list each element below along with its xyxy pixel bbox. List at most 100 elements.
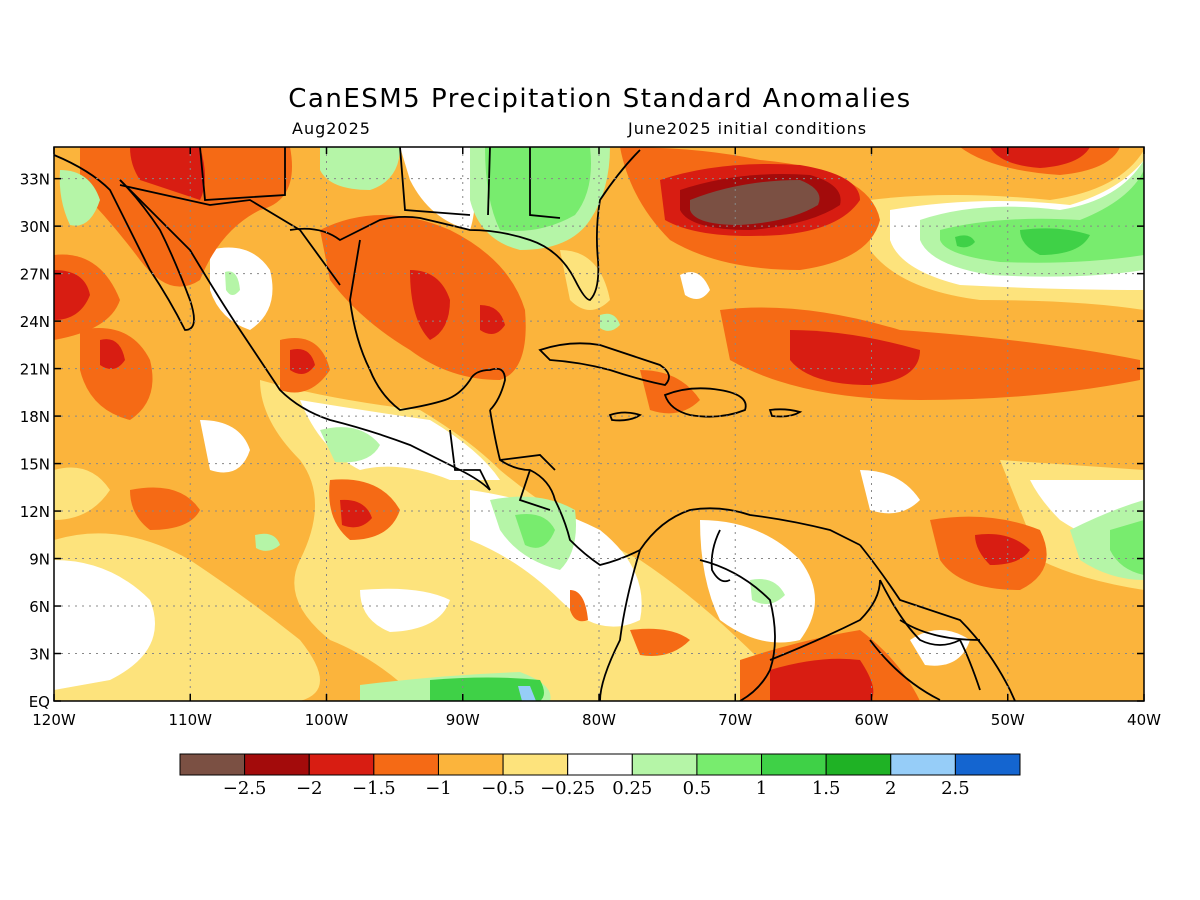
colorbar: −2.5 −2 −1.5 −1 −0.5 −0.25 0.25 0.5 1 1.5 2 2.5 [179,753,1021,799]
anomaly-region [990,147,1090,168]
baja-california-coast [54,154,195,331]
anomaly-region [600,313,620,331]
colorbar-label: 2 [885,778,896,799]
lat-tick-label: 9N [29,551,50,569]
subtitle-initial-conditions: June2025 initial conditions [628,119,868,138]
colorbar-label: −0.25 [540,778,595,799]
colorbar-swatch [179,753,246,776]
colombia-pacific-coast [599,549,641,701]
anomaly-region [790,330,920,385]
us-state-borders [399,147,471,216]
lon-tick-label: 80W [582,711,616,729]
anomaly-region [1110,520,1144,575]
lat-tick-label: EQ [29,693,50,711]
anomaly-region [54,270,90,320]
jamaica-outline [608,411,642,422]
anomaly-region [485,147,591,231]
anomaly-region [320,427,380,463]
anomaly-region [515,514,555,548]
colorbar-label: −0.5 [481,778,525,799]
anomaly-region [54,467,110,520]
lon-tick-label: 100W [305,711,349,729]
anomaly-region [130,147,205,200]
colorbar-label: 1.5 [812,778,841,799]
anomaly-region [225,271,240,295]
lat-tick-label: 18N [20,408,50,426]
cuba-outline [538,342,670,386]
us-state-borders [487,147,561,219]
maracaibo-lake [710,529,731,583]
anomaly-region [430,677,544,701]
south-america-caribbean-coast [639,507,861,551]
colorbar-swatch [244,753,310,776]
anomaly-region [518,686,536,701]
anomaly-region [770,658,874,701]
colorbar-label: −1.5 [352,778,396,799]
grid-lines [54,147,1144,701]
anomaly-region [410,270,450,340]
colorbar-label: 0.25 [612,778,652,799]
central-america-borders [449,429,556,511]
lon-tick-label: 50W [991,711,1025,729]
anomaly-region [680,272,710,299]
coastlines [54,147,1016,701]
anomaly-region [750,579,785,604]
us-gulf-coast [289,149,641,301]
colorbar-label: 0.5 [683,778,712,799]
lat-tick-label: 6N [29,598,50,616]
lat-tick-label: 15N [20,456,50,474]
colorbar-swatch [954,753,1021,776]
anomaly-region [80,147,292,287]
lon-tick-label: 120W [32,711,76,729]
colorbar-swatch [567,753,633,776]
lat-tick-label: 33N [20,171,50,189]
lat-tick-label: 21N [20,361,50,379]
anomaly-region [100,339,125,369]
colorbar-label: −1 [425,778,452,799]
lon-tick-label: 90W [446,711,480,729]
colorbar-swatch [308,753,375,776]
mexico-pacific-coast [119,179,491,491]
anomaly-region [400,147,475,230]
anomaly-region [255,533,280,551]
anomaly-region [130,487,200,530]
colorbar-swatch [890,753,956,776]
anomaly-region [360,588,450,632]
anomaly-region [320,147,400,190]
anomaly-region [975,534,1030,565]
lat-tick-label: 12N [20,503,50,521]
colorbar-label: −2 [296,778,323,799]
anomaly-region [1020,228,1090,255]
puerto-rico-outline [768,408,803,418]
anomaly-region [290,349,315,374]
anomaly-region [480,305,505,334]
lon-tick-label: 70W [718,711,752,729]
lat-tick-label: 24N [20,313,50,331]
guianas-coast [859,544,1016,701]
colorbar-swatch [696,753,763,776]
anomaly-region [860,470,920,514]
anomaly-region [640,370,700,414]
anomaly-region [340,499,372,528]
us-mexico-border [119,184,341,286]
colorbar-swatch [373,753,439,776]
anomaly-region [560,250,610,310]
anomaly-region [54,560,155,690]
latitude-axis: 33N 30N 27N 24N 21N 18N 15N 12N 9N 6N 3N EQ [20,171,1144,711]
colorbar-swatch [825,753,892,776]
longitude-axis: 120W 110W 100W 90W 80W 70W 60W 50W 40W [32,147,1161,729]
anomaly-region [630,628,690,656]
anomaly-region [200,420,250,473]
venezuela-guianas-borders [769,579,981,691]
colombia-venezuela-border [699,559,776,701]
colorbar-label: 1 [756,778,767,799]
lon-tick-label: 110W [169,711,213,729]
colorbar-label: −2.5 [223,778,267,799]
lat-tick-label: 3N [29,646,50,664]
lat-tick-label: 30N [20,218,50,236]
colorbar-swatch [761,753,827,776]
lon-tick-label: 40W [1127,711,1161,729]
anomaly-field [54,147,1144,701]
colorbar-swatch [631,753,698,776]
